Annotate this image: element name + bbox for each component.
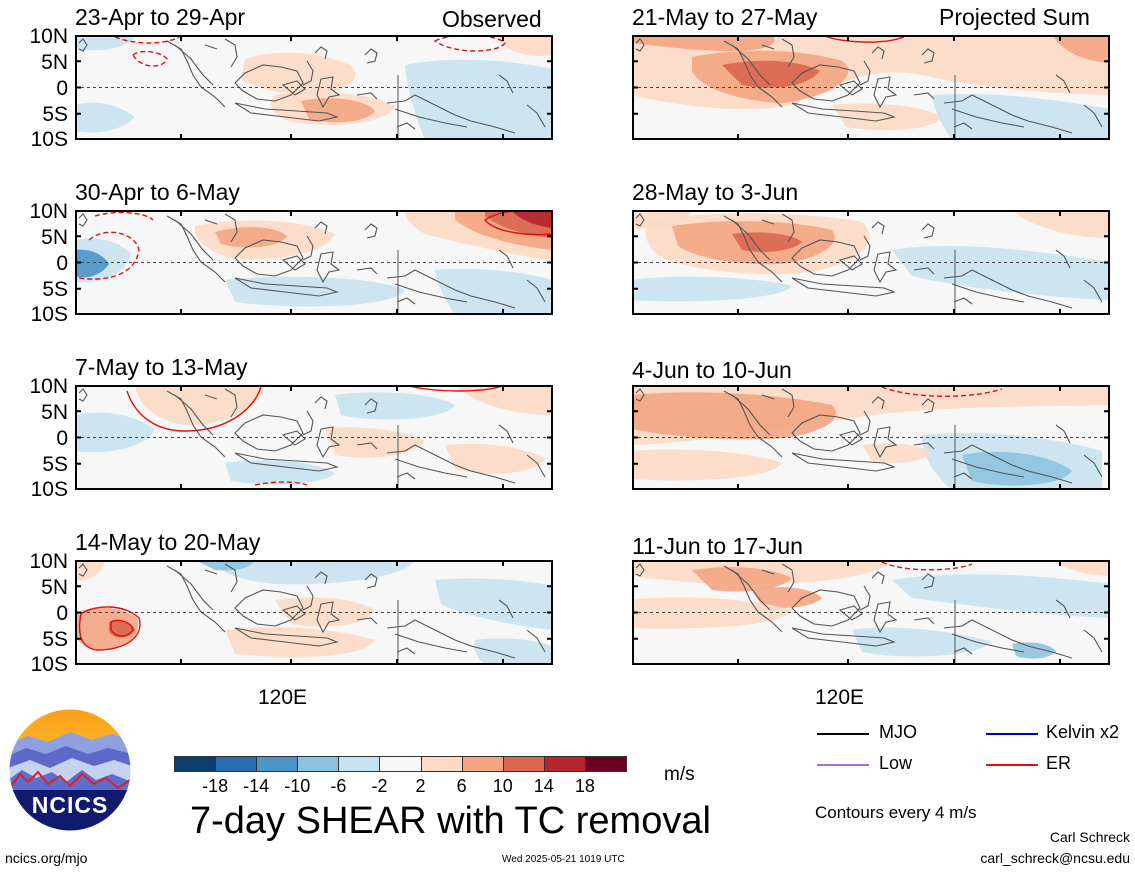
main-title: 7-day SHEAR with TC removal (190, 800, 711, 842)
shear-map-panel-2 (75, 210, 553, 315)
panel-title-8: 11-Jun to 17-Jun (632, 533, 803, 559)
colorbar-swatch (174, 756, 217, 772)
colorbar-swatch (256, 756, 299, 772)
footer-url[interactable]: ncics.org/mjo (5, 850, 88, 866)
panel-title-4: 14-May to 20-May (75, 529, 261, 555)
footer-email[interactable]: carl_schreck@ncsu.edu (980, 850, 1130, 866)
panel-title-6: 28-May to 3-Jun (632, 179, 799, 205)
lat-label-10n: 10N (29, 375, 68, 398)
footer-timestamp: Wed 2025-05-21 1019 UTC (502, 854, 625, 865)
panel-title-5: 21-May to 27-May (632, 4, 818, 30)
lat-label-10n: 10N (29, 25, 68, 48)
colorbar-swatch (215, 756, 258, 772)
lat-label-5s: 5S (42, 278, 68, 301)
kelvin-legend-line (986, 733, 1038, 735)
colorbar-swatch (461, 756, 504, 772)
low-legend-label: Low (879, 753, 913, 773)
panel-title-3: 7-May to 13-May (75, 354, 248, 380)
lon-label-right: 120E (815, 686, 865, 709)
colorbar-swatch (420, 756, 463, 772)
er-legend-line (986, 764, 1038, 766)
colorbar-tick-label: 2 (415, 776, 426, 796)
shear-map-panel-8 (632, 560, 1110, 665)
lat-label-5n: 5N (41, 51, 68, 74)
colorbar-tick-label: -6 (330, 776, 347, 796)
colorbar-tick-label: -10 (284, 776, 311, 796)
panel-title-7: 4-Jun to 10-Jun (632, 357, 792, 383)
colorbar-tick-label: 18 (574, 776, 595, 796)
lat-label-10s: 10S (30, 128, 68, 151)
colorbar-swatch (543, 756, 586, 772)
colorbar-tick-label: 6 (456, 776, 467, 796)
observed-tag: Observed (442, 6, 542, 32)
colorbar-tick-label: -2 (371, 776, 388, 796)
lat-label-10s: 10S (30, 303, 68, 326)
colorbar-swatch (338, 756, 381, 772)
lat-label-5n: 5N (41, 576, 68, 599)
er-legend-label: ER (1046, 753, 1072, 773)
colorbar-tick-label: -14 (243, 776, 270, 796)
colorbar-swatch (379, 756, 422, 772)
lat-label-5n: 5N (41, 401, 68, 424)
logo-text: NCICS (31, 792, 109, 818)
mjo-legend-label: MJO (879, 722, 917, 742)
lat-label-10n: 10N (29, 200, 68, 223)
projected-sum-tag: Projected Sum (939, 4, 1090, 30)
panel-title-2: 30-Apr to 6-May (75, 179, 240, 205)
shear-map-panel-7 (632, 385, 1110, 490)
lat-label-5n: 5N (41, 226, 68, 249)
ncics-logo: NCICS (8, 708, 132, 832)
lat-label-eq: 0 (56, 602, 68, 625)
lat-label-5s: 5S (42, 628, 68, 651)
lat-label-10s: 10S (30, 478, 68, 501)
shear-map-panel-5 (632, 35, 1110, 140)
colorbar-tick-label: 14 (533, 776, 554, 796)
colorbar-swatch (584, 756, 627, 772)
lat-label-eq: 0 (56, 252, 68, 275)
colorbar (174, 756, 627, 772)
shear-map-panel-4 (75, 560, 553, 665)
shear-map-panel-6 (632, 210, 1110, 315)
colorbar-tick-label: 10 (492, 776, 513, 796)
contour-note: Contours every 4 m/s (815, 803, 977, 822)
panel-title-1: 23-Apr to 29-Apr (75, 4, 246, 30)
lat-label-5s: 5S (42, 103, 68, 126)
lat-label-5s: 5S (42, 453, 68, 476)
colorbar-labels: -18 -14 -10 -6 -2 2 6 10 14 18 (174, 776, 626, 798)
lat-label-10s: 10S (30, 653, 68, 676)
low-legend-line (817, 764, 869, 766)
kelvin-legend-label: Kelvin x2 (1046, 722, 1120, 742)
lat-label-10n: 10N (29, 550, 68, 573)
colorbar-swatch (297, 756, 340, 772)
mjo-legend-line (817, 733, 869, 735)
colorbar-units: m/s (664, 764, 695, 785)
lat-label-eq: 0 (56, 77, 68, 100)
footer-author: Carl Schreck (1049, 829, 1130, 845)
colorbar-swatch (502, 756, 545, 772)
shear-map-panel-1 (75, 35, 553, 140)
shear-map-panel-3 (75, 385, 553, 490)
ncics-logo-graphic (8, 708, 132, 832)
lat-label-eq: 0 (56, 427, 68, 450)
lon-label-left: 120E (258, 686, 308, 709)
colorbar-tick-label: -18 (202, 776, 229, 796)
